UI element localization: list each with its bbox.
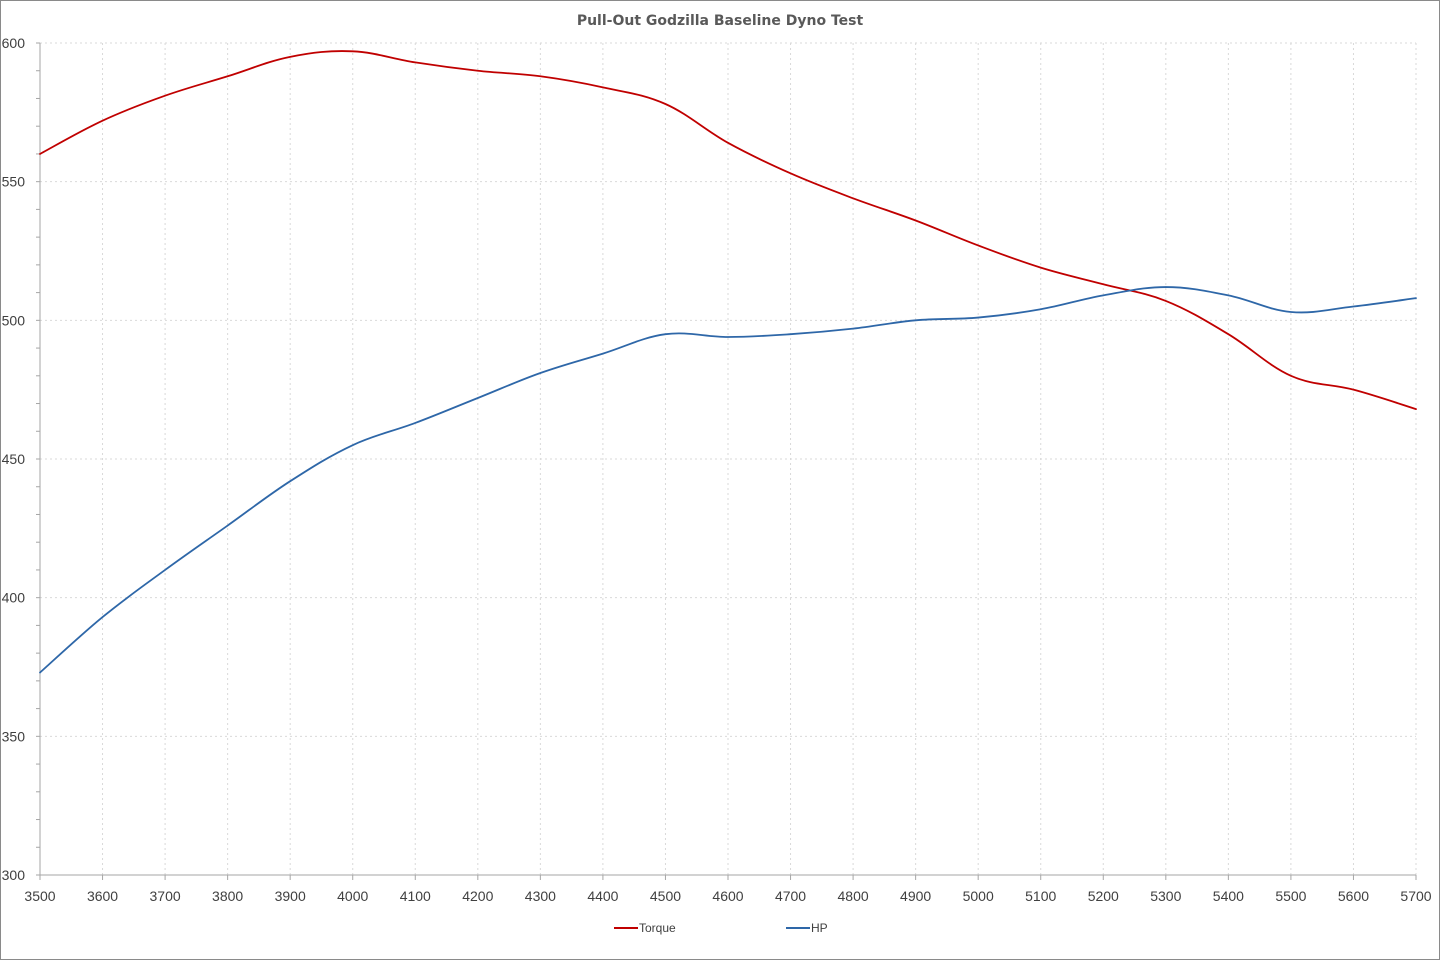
x-tick-label: 4200: [462, 888, 493, 904]
y-tick-label: 350: [2, 728, 26, 744]
x-tick-label: 5400: [1213, 888, 1244, 904]
x-tick-label: 3500: [24, 888, 55, 904]
y-tick-label: 300: [2, 867, 26, 883]
y-tick-label: 450: [2, 451, 26, 467]
x-tick-label: 5100: [1025, 888, 1056, 904]
x-tick-label: 5200: [1088, 888, 1119, 904]
x-tick-label: 3600: [87, 888, 118, 904]
legend: Torque HP: [614, 921, 828, 935]
x-tick-label: 3700: [150, 888, 181, 904]
x-tick-label: 4700: [775, 888, 806, 904]
x-tick-label: 4800: [838, 888, 869, 904]
x-tick-label: 3800: [212, 888, 243, 904]
y-tick-label: 400: [2, 590, 26, 606]
x-tick-label: 4100: [400, 888, 431, 904]
x-tick-label: 4000: [337, 888, 368, 904]
y-tick-label: 500: [2, 312, 26, 328]
chart-title: Pull-Out Godzilla Baseline Dyno Test: [577, 13, 864, 29]
x-tick-label: 5600: [1338, 888, 1369, 904]
x-tick-label: 5500: [1275, 888, 1306, 904]
x-tick-label: 5300: [1150, 888, 1181, 904]
x-tick-label: 4900: [900, 888, 931, 904]
series-layer: [39, 50, 1417, 674]
x-tick-label: 4300: [525, 888, 556, 904]
x-tick-label: 5000: [963, 888, 994, 904]
grid-layer: [40, 42, 1417, 875]
x-tick-label: 4600: [712, 888, 743, 904]
legend-label-torque: Torque: [639, 921, 676, 935]
series-line-hp: [39, 286, 1417, 674]
x-tick-label: 5700: [1400, 888, 1431, 904]
x-tick-label: 4400: [587, 888, 618, 904]
series-line-torque: [39, 50, 1417, 410]
x-tick-label: 3900: [275, 888, 306, 904]
y-tick-label: 600: [2, 35, 26, 51]
y-tick-label: 550: [2, 174, 26, 190]
x-tick-label: 4500: [650, 888, 681, 904]
axis-layer: 300 350 400 450 500 550 600 3500 3600 3700 3800 390…: [2, 35, 1432, 904]
legend-label-hp: HP: [811, 921, 828, 935]
